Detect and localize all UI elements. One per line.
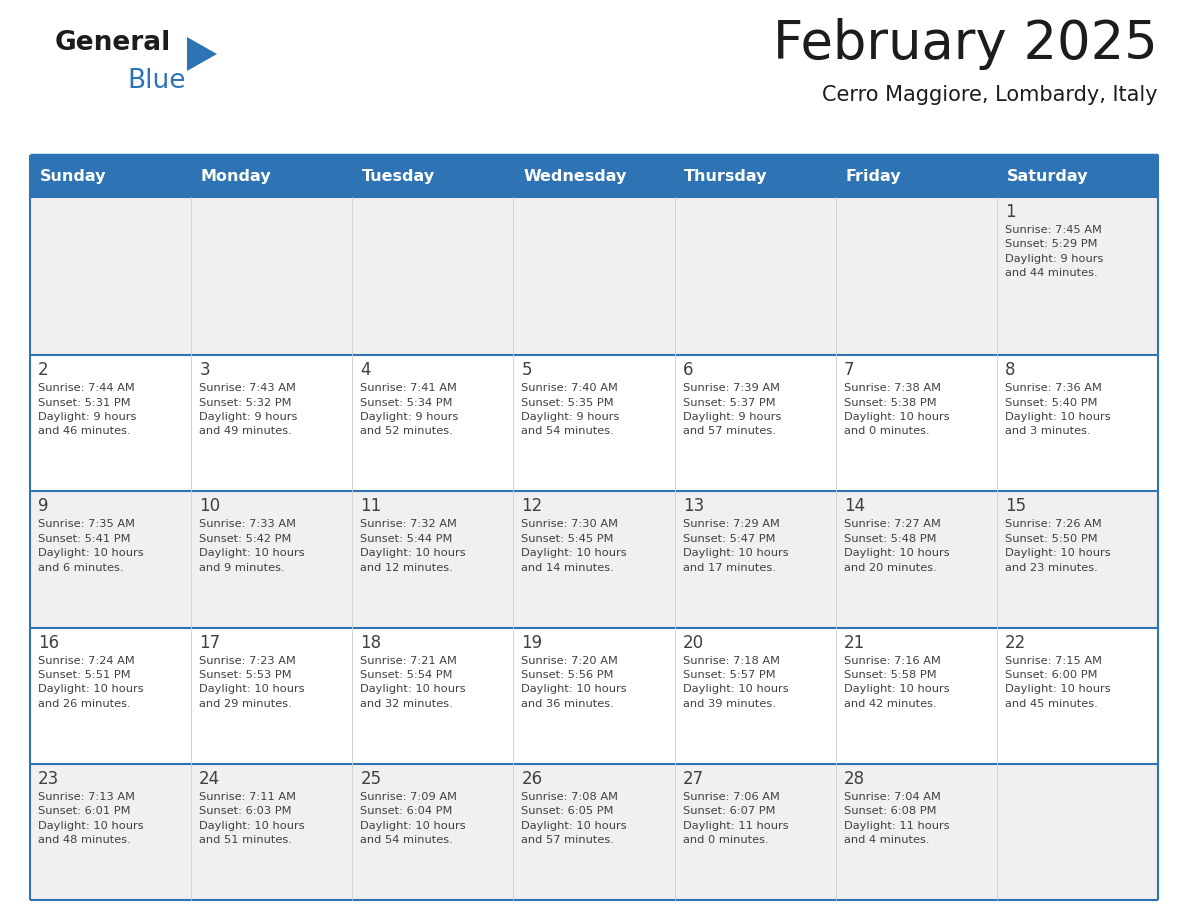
Text: Friday: Friday — [846, 169, 901, 184]
Text: Sunrise: 7:33 AM
Sunset: 5:42 PM
Daylight: 10 hours
and 9 minutes.: Sunrise: 7:33 AM Sunset: 5:42 PM Dayligh… — [200, 520, 305, 573]
Text: 25: 25 — [360, 770, 381, 788]
Text: Sunrise: 7:06 AM
Sunset: 6:07 PM
Daylight: 11 hours
and 0 minutes.: Sunrise: 7:06 AM Sunset: 6:07 PM Dayligh… — [683, 792, 789, 845]
Text: Sunrise: 7:27 AM
Sunset: 5:48 PM
Daylight: 10 hours
and 20 minutes.: Sunrise: 7:27 AM Sunset: 5:48 PM Dayligh… — [843, 520, 949, 573]
Text: Sunrise: 7:44 AM
Sunset: 5:31 PM
Daylight: 9 hours
and 46 minutes.: Sunrise: 7:44 AM Sunset: 5:31 PM Dayligh… — [38, 383, 137, 436]
Bar — [30, 355, 1158, 491]
Text: 8: 8 — [1005, 361, 1016, 379]
Bar — [30, 155, 191, 197]
Text: Sunrise: 7:43 AM
Sunset: 5:32 PM
Daylight: 9 hours
and 49 minutes.: Sunrise: 7:43 AM Sunset: 5:32 PM Dayligh… — [200, 383, 297, 436]
Bar — [30, 764, 1158, 900]
Text: Sunrise: 7:18 AM
Sunset: 5:57 PM
Daylight: 10 hours
and 39 minutes.: Sunrise: 7:18 AM Sunset: 5:57 PM Dayligh… — [683, 655, 789, 709]
Text: 10: 10 — [200, 498, 220, 515]
Text: Sunrise: 7:21 AM
Sunset: 5:54 PM
Daylight: 10 hours
and 32 minutes.: Sunrise: 7:21 AM Sunset: 5:54 PM Dayligh… — [360, 655, 466, 709]
Text: Sunrise: 7:11 AM
Sunset: 6:03 PM
Daylight: 10 hours
and 51 minutes.: Sunrise: 7:11 AM Sunset: 6:03 PM Dayligh… — [200, 792, 305, 845]
Text: 23: 23 — [38, 770, 59, 788]
Text: Sunrise: 7:41 AM
Sunset: 5:34 PM
Daylight: 9 hours
and 52 minutes.: Sunrise: 7:41 AM Sunset: 5:34 PM Dayligh… — [360, 383, 459, 436]
Text: 5: 5 — [522, 361, 532, 379]
Text: Sunrise: 7:38 AM
Sunset: 5:38 PM
Daylight: 10 hours
and 0 minutes.: Sunrise: 7:38 AM Sunset: 5:38 PM Dayligh… — [843, 383, 949, 436]
Text: 11: 11 — [360, 498, 381, 515]
Text: Sunrise: 7:45 AM
Sunset: 5:29 PM
Daylight: 9 hours
and 44 minutes.: Sunrise: 7:45 AM Sunset: 5:29 PM Dayligh… — [1005, 225, 1104, 278]
Text: Sunday: Sunday — [39, 169, 106, 184]
Text: 18: 18 — [360, 633, 381, 652]
Text: 21: 21 — [843, 633, 865, 652]
Text: Sunrise: 7:20 AM
Sunset: 5:56 PM
Daylight: 10 hours
and 36 minutes.: Sunrise: 7:20 AM Sunset: 5:56 PM Dayligh… — [522, 655, 627, 709]
Text: Sunrise: 7:35 AM
Sunset: 5:41 PM
Daylight: 10 hours
and 6 minutes.: Sunrise: 7:35 AM Sunset: 5:41 PM Dayligh… — [38, 520, 144, 573]
Text: Sunrise: 7:30 AM
Sunset: 5:45 PM
Daylight: 10 hours
and 14 minutes.: Sunrise: 7:30 AM Sunset: 5:45 PM Dayligh… — [522, 520, 627, 573]
Text: 2: 2 — [38, 361, 49, 379]
Text: Wednesday: Wednesday — [523, 169, 626, 184]
Text: 4: 4 — [360, 361, 371, 379]
Text: 1: 1 — [1005, 203, 1016, 221]
Text: 16: 16 — [38, 633, 59, 652]
Text: February 2025: February 2025 — [773, 18, 1158, 70]
Text: Sunrise: 7:39 AM
Sunset: 5:37 PM
Daylight: 9 hours
and 57 minutes.: Sunrise: 7:39 AM Sunset: 5:37 PM Dayligh… — [683, 383, 781, 436]
Text: Sunrise: 7:08 AM
Sunset: 6:05 PM
Daylight: 10 hours
and 57 minutes.: Sunrise: 7:08 AM Sunset: 6:05 PM Dayligh… — [522, 792, 627, 845]
Text: 7: 7 — [843, 361, 854, 379]
Text: 15: 15 — [1005, 498, 1026, 515]
Text: 17: 17 — [200, 633, 220, 652]
Text: 12: 12 — [522, 498, 543, 515]
Text: 27: 27 — [683, 770, 703, 788]
Bar — [30, 491, 1158, 628]
Polygon shape — [187, 37, 217, 71]
Text: Sunrise: 7:15 AM
Sunset: 6:00 PM
Daylight: 10 hours
and 45 minutes.: Sunrise: 7:15 AM Sunset: 6:00 PM Dayligh… — [1005, 655, 1111, 709]
Bar — [513, 155, 675, 197]
Text: Sunrise: 7:04 AM
Sunset: 6:08 PM
Daylight: 11 hours
and 4 minutes.: Sunrise: 7:04 AM Sunset: 6:08 PM Dayligh… — [843, 792, 949, 845]
Bar — [997, 155, 1158, 197]
Text: 22: 22 — [1005, 633, 1026, 652]
Text: 19: 19 — [522, 633, 543, 652]
Text: 26: 26 — [522, 770, 543, 788]
Text: Thursday: Thursday — [684, 169, 767, 184]
Text: 6: 6 — [683, 361, 693, 379]
Bar — [30, 197, 1158, 355]
Text: General: General — [55, 30, 171, 56]
Text: Sunrise: 7:24 AM
Sunset: 5:51 PM
Daylight: 10 hours
and 26 minutes.: Sunrise: 7:24 AM Sunset: 5:51 PM Dayligh… — [38, 655, 144, 709]
Text: Tuesday: Tuesday — [362, 169, 435, 184]
Text: Monday: Monday — [201, 169, 271, 184]
Text: 14: 14 — [843, 498, 865, 515]
Text: 20: 20 — [683, 633, 703, 652]
Bar — [30, 628, 1158, 764]
Text: Sunrise: 7:32 AM
Sunset: 5:44 PM
Daylight: 10 hours
and 12 minutes.: Sunrise: 7:32 AM Sunset: 5:44 PM Dayligh… — [360, 520, 466, 573]
Text: Sunrise: 7:26 AM
Sunset: 5:50 PM
Daylight: 10 hours
and 23 minutes.: Sunrise: 7:26 AM Sunset: 5:50 PM Dayligh… — [1005, 520, 1111, 573]
Bar — [191, 155, 353, 197]
Text: Sunrise: 7:29 AM
Sunset: 5:47 PM
Daylight: 10 hours
and 17 minutes.: Sunrise: 7:29 AM Sunset: 5:47 PM Dayligh… — [683, 520, 789, 573]
Text: 28: 28 — [843, 770, 865, 788]
Text: 24: 24 — [200, 770, 220, 788]
Text: Sunrise: 7:23 AM
Sunset: 5:53 PM
Daylight: 10 hours
and 29 minutes.: Sunrise: 7:23 AM Sunset: 5:53 PM Dayligh… — [200, 655, 305, 709]
Text: Sunrise: 7:13 AM
Sunset: 6:01 PM
Daylight: 10 hours
and 48 minutes.: Sunrise: 7:13 AM Sunset: 6:01 PM Dayligh… — [38, 792, 144, 845]
Text: Blue: Blue — [127, 68, 185, 94]
Text: 13: 13 — [683, 498, 703, 515]
Text: 3: 3 — [200, 361, 210, 379]
Text: Cerro Maggiore, Lombardy, Italy: Cerro Maggiore, Lombardy, Italy — [822, 85, 1158, 105]
Text: 9: 9 — [38, 498, 49, 515]
Bar — [675, 155, 835, 197]
Text: Saturday: Saturday — [1006, 169, 1088, 184]
Text: Sunrise: 7:40 AM
Sunset: 5:35 PM
Daylight: 9 hours
and 54 minutes.: Sunrise: 7:40 AM Sunset: 5:35 PM Dayligh… — [522, 383, 620, 436]
Bar — [835, 155, 997, 197]
Text: Sunrise: 7:09 AM
Sunset: 6:04 PM
Daylight: 10 hours
and 54 minutes.: Sunrise: 7:09 AM Sunset: 6:04 PM Dayligh… — [360, 792, 466, 845]
Bar — [353, 155, 513, 197]
Text: Sunrise: 7:16 AM
Sunset: 5:58 PM
Daylight: 10 hours
and 42 minutes.: Sunrise: 7:16 AM Sunset: 5:58 PM Dayligh… — [843, 655, 949, 709]
Text: Sunrise: 7:36 AM
Sunset: 5:40 PM
Daylight: 10 hours
and 3 minutes.: Sunrise: 7:36 AM Sunset: 5:40 PM Dayligh… — [1005, 383, 1111, 436]
